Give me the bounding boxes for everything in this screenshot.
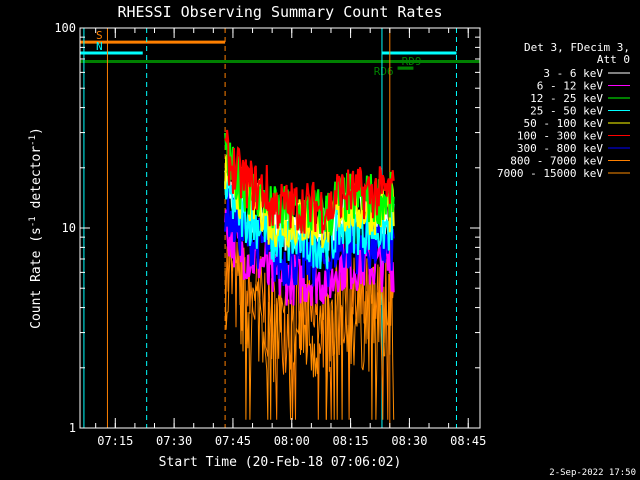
flag-label: N bbox=[96, 40, 103, 53]
series-traces bbox=[224, 129, 395, 420]
y-tick-label: 10 bbox=[62, 221, 76, 235]
legend-entry-label: 7000 - 15000 keV bbox=[497, 167, 603, 180]
legend-entry-label: 100 - 300 keV bbox=[517, 130, 603, 143]
y-tick-label: 1 bbox=[69, 421, 76, 435]
y-axis-label-end: ) bbox=[29, 127, 44, 135]
series-trace bbox=[224, 169, 395, 270]
legend-header-line1: Det 3, FDecim 3, bbox=[524, 41, 630, 54]
x-tick-label: 08:15 bbox=[333, 434, 369, 448]
legend-entry-label: 3 - 6 keV bbox=[543, 67, 603, 80]
axes bbox=[79, 27, 481, 429]
y-axis-label-sup1: -1 bbox=[28, 216, 38, 227]
instrument-flags: SN RD9 RD6 bbox=[80, 29, 480, 78]
flag-label: S bbox=[96, 29, 103, 42]
chart-title: RHESSI Observing Summary Count Rates bbox=[117, 3, 442, 21]
y-axis-label-sup2: -1 bbox=[28, 135, 38, 146]
legend-entry-label: 12 - 25 keV bbox=[530, 92, 603, 105]
x-axis-label: Start Time (20-Feb-18 07:06:02) bbox=[159, 455, 402, 470]
legend-header-line2: Att 0 bbox=[597, 53, 630, 66]
legend-entry-label: 25 - 50 keV bbox=[530, 105, 603, 118]
y-tick-labels: 1 10 100 bbox=[54, 21, 76, 435]
legend-entry-label: 6 - 12 keV bbox=[537, 80, 604, 93]
x-tick-label: 08:45 bbox=[450, 434, 486, 448]
x-tick-label: 08:00 bbox=[274, 434, 310, 448]
x-tick-label: 07:45 bbox=[215, 434, 251, 448]
timestamp: 2-Sep-2022 17:50 bbox=[549, 468, 636, 478]
y-axis-label-mid: detector bbox=[29, 146, 44, 217]
series-trace bbox=[224, 129, 395, 234]
x-tick-label: 07:30 bbox=[156, 434, 192, 448]
x-tick-label: 07:15 bbox=[97, 434, 133, 448]
y-axis-label: Count Rate (s-1 detector-1) bbox=[28, 127, 44, 329]
x-tick-labels: 07:15 07:30 07:45 08:00 08:15 08:30 08:45 bbox=[97, 434, 486, 448]
y-tick-label: 100 bbox=[54, 21, 76, 35]
flag-label: RD9 bbox=[402, 55, 422, 68]
flag-label: RD6 bbox=[374, 65, 394, 78]
x-tick-label: 08:30 bbox=[391, 434, 427, 448]
legend-entry-label: 50 - 100 keV bbox=[524, 117, 604, 130]
series-trace bbox=[224, 246, 395, 420]
y-axis-label-main: Count Rate (s bbox=[29, 227, 44, 329]
legend-entry-label: 800 - 7000 keV bbox=[510, 155, 603, 168]
legend-entry-label: 300 - 800 keV bbox=[517, 142, 603, 155]
